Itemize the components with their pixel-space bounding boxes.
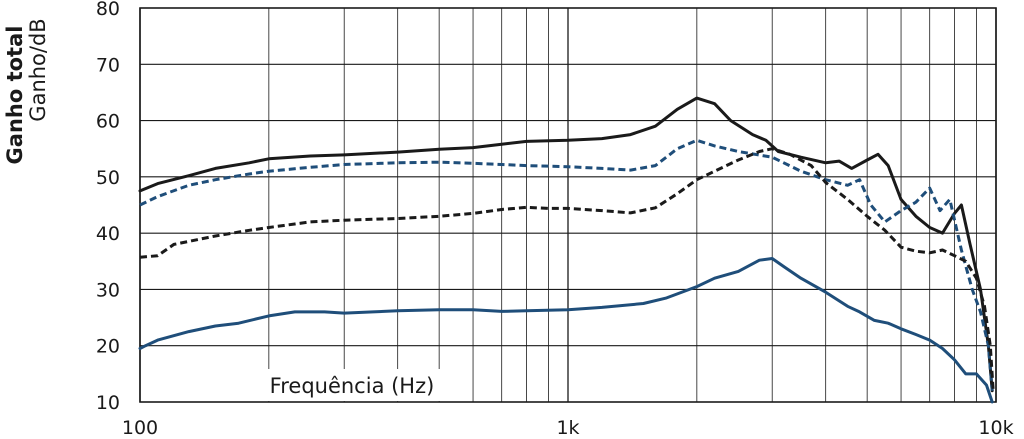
series-line-4	[138, 257, 994, 404]
y-tick-label: 60	[96, 111, 120, 133]
y-tick-labels: 10 20 30 40 50 60 70 80	[96, 0, 120, 414]
y-tick-label: 80	[96, 0, 120, 20]
x-tick-label: 10k	[978, 417, 1013, 439]
x-tick-label: 100	[122, 417, 158, 439]
y-tick-label: 40	[96, 223, 120, 245]
series-line-3	[139, 147, 995, 391]
x-axis-label: Frequência (Hz)	[270, 374, 435, 398]
y-tick-label: 30	[96, 279, 120, 301]
x-tick-label: 1k	[556, 417, 579, 439]
series-line-1	[138, 96, 994, 393]
y-tick-label: 50	[96, 167, 120, 189]
y-tick-label: 20	[96, 336, 120, 358]
series-layer	[138, 96, 995, 404]
y-axis-label-bold: Ganho total	[3, 26, 27, 165]
x-tick-labels: 100 1k 10k	[122, 417, 1014, 439]
series-line-2	[139, 138, 994, 391]
grid-minor-lines	[268, 8, 977, 402]
y-axis-label: Ganho/dB	[26, 18, 50, 121]
grid-major-lines	[139, 7, 997, 403]
y-tick-label: 70	[96, 54, 120, 76]
x-axis-label-background	[252, 369, 452, 401]
y-tick-label: 10	[96, 392, 120, 414]
